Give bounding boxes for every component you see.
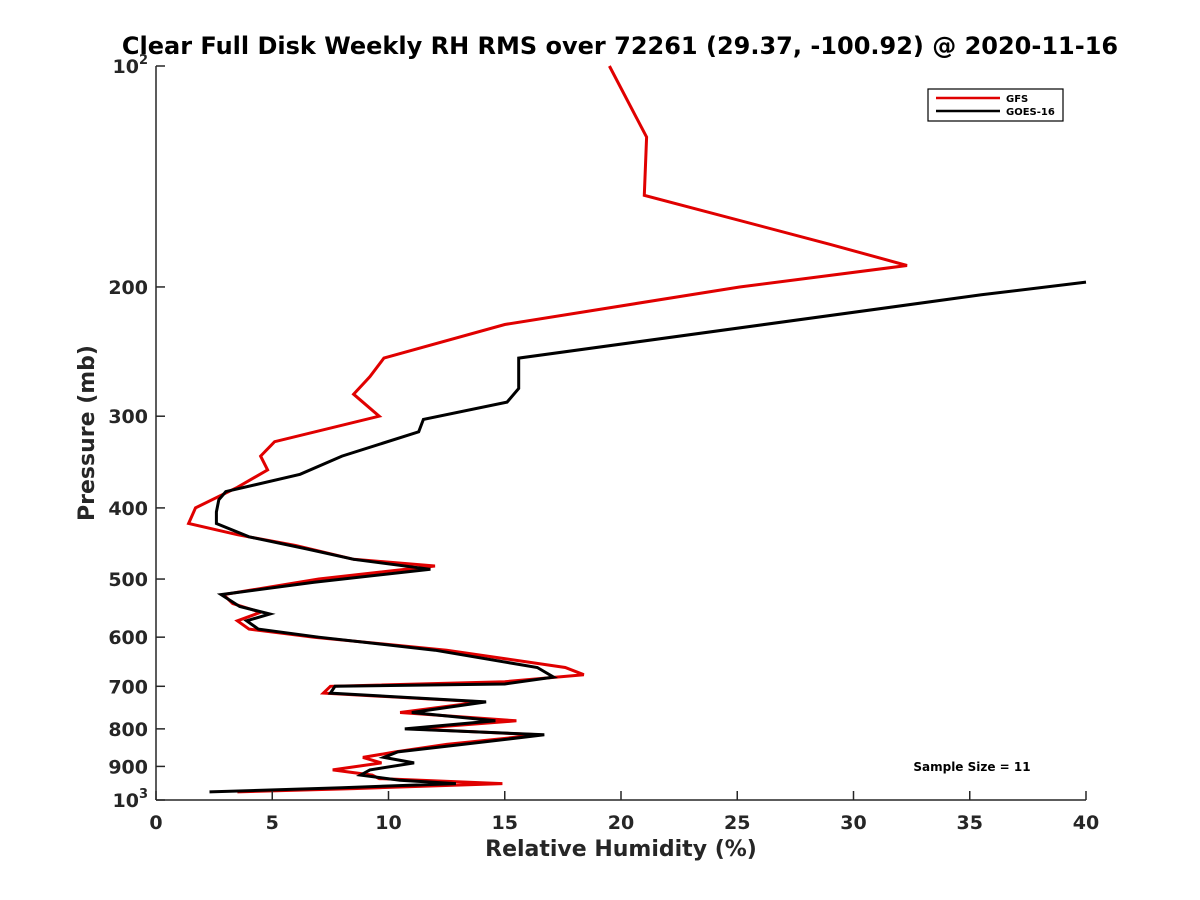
legend-box (927, 88, 1064, 122)
x-tick-label: 0 (149, 812, 162, 834)
legend: GFS GOES-16 (927, 88, 1064, 122)
y-tick-label: 200 (108, 277, 148, 299)
y-tick-label: 800 (108, 719, 148, 741)
sample-size-annotation: Sample Size = 11 (913, 760, 1030, 774)
x-tick-label: 30 (840, 812, 866, 834)
x-tick-label: 25 (724, 812, 750, 834)
chart-title: Clear Full Disk Weekly RH RMS over 72261… (122, 32, 1118, 60)
x-tick-label: 40 (1073, 812, 1099, 834)
series-line-goes-16 (209, 280, 1087, 794)
y-tick-label: 500 (108, 569, 148, 591)
legend-label-gfs: GFS (1006, 94, 1028, 105)
y-tick-label: 600 (108, 627, 148, 649)
y-tick-label: 400 (108, 498, 148, 520)
x-axis-label: Relative Humidity (%) (485, 837, 757, 862)
y-tick-label: 300 (108, 406, 148, 428)
x-tick-label: 5 (266, 812, 279, 834)
y-tick-label: 700 (108, 676, 148, 698)
x-tick-label: 20 (608, 812, 634, 834)
x-tick-label: 35 (957, 812, 983, 834)
legend-label-goes16: GOES-16 (1006, 107, 1055, 118)
series-layer (186, 65, 1087, 794)
y-tick-label: 102 (113, 53, 149, 78)
x-ticks: 0 5 10 15 20 25 30 35 40 (149, 791, 1099, 834)
y-tick-label: 900 (108, 756, 148, 778)
x-tick-label: 15 (492, 812, 518, 834)
y-axis-label: Pressure (mb) (75, 345, 100, 521)
x-tick-label: 10 (375, 812, 401, 834)
y-ticks: 102 200 300 400 500 600 700 800 900 103 (108, 53, 165, 812)
y-tick-label: 103 (113, 787, 149, 812)
